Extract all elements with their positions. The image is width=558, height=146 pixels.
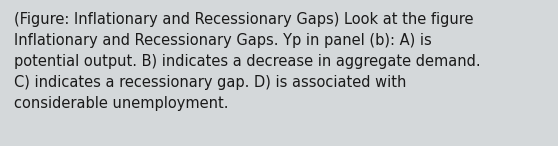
Text: (Figure: Inflationary and Recessionary Gaps) Look at the figure
Inflationary and: (Figure: Inflationary and Recessionary G… — [14, 12, 480, 111]
